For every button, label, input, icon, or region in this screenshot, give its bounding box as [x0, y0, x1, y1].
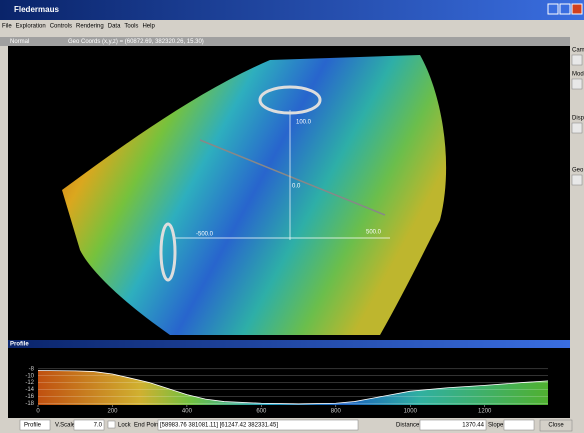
- profile-title-bar: [8, 340, 570, 348]
- close-window-button[interactable]: [571, 3, 583, 15]
- side-label: Camera: [572, 48, 584, 54]
- profile-chart: -8-10-12-14-16-180 200 400 600 800 1000 1200: [25, 366, 549, 415]
- x-tick-label: 1200: [478, 409, 492, 415]
- scene-labels: 100.0 0.0 -500.0 500.0: [196, 120, 382, 238]
- coords-label: Geo Coords (x,y,z) = (60872.69, 382320.2…: [68, 39, 204, 45]
- menu-item[interactable]: File: [2, 24, 12, 30]
- menu-item[interactable]: Rendering: [76, 24, 104, 30]
- rotation-ring[interactable]: [258, 85, 322, 115]
- mode-dropdown[interactable]: [19, 419, 51, 431]
- x-tick-label: 1000: [404, 409, 418, 415]
- profile-title: Profile: [10, 342, 29, 348]
- tool-button[interactable]: [571, 122, 583, 134]
- x-tick-label: 800: [331, 409, 342, 415]
- x-tick-label: 400: [182, 409, 193, 415]
- profile-line: [199, 139, 386, 216]
- scene-axis-label: 500.0: [366, 230, 382, 236]
- menu-bar: File Exploration Controls Rendering Data Tool…: [2, 24, 155, 30]
- slope-field: [503, 419, 535, 431]
- side-label: Mode: [572, 72, 584, 78]
- close-label: Close: [548, 423, 564, 429]
- profile-fill: [38, 370, 548, 405]
- y-tick-label: -10: [25, 373, 34, 379]
- maximize-button[interactable]: [559, 3, 571, 15]
- status-strip: [0, 37, 570, 46]
- endpoints-value: [58983.76 381081.11] [61247.42 382331.45…: [160, 423, 278, 429]
- label: V.Scale:: [55, 423, 77, 429]
- distance-field: [419, 419, 487, 431]
- tilt-ring[interactable]: [159, 222, 177, 282]
- title-bar: [0, 0, 584, 20]
- side-labels: Camera Mode Display Geo: [571, 48, 584, 186]
- bottom-bar: Profile V.Scale: 7.0 Lock End Points:[58983.…: [19, 419, 573, 432]
- tool-button[interactable]: [571, 78, 583, 90]
- tool-button[interactable]: [571, 54, 583, 66]
- scene-axis-label: -500.0: [196, 232, 214, 238]
- menu-item[interactable]: Controls: [50, 24, 72, 30]
- label: Slope:: [488, 423, 505, 429]
- label: End Points:: [134, 423, 165, 429]
- terrain-surface: [62, 55, 447, 335]
- lock-checkbox[interactable]: [107, 420, 116, 429]
- mode-label: Normal: [10, 39, 29, 45]
- side-label: Geo: [572, 168, 584, 174]
- y-tick-label: -12: [25, 380, 34, 386]
- endpoints-field: [157, 419, 359, 431]
- tool-button[interactable]: [571, 174, 583, 186]
- side-label: Display: [572, 116, 584, 122]
- menu-item[interactable]: Data: [108, 24, 121, 30]
- menu-item[interactable]: Help: [142, 24, 155, 30]
- distance-value: 1370.44: [462, 423, 484, 429]
- x-tick-label: 0: [36, 409, 40, 415]
- vscale-input[interactable]: [73, 419, 105, 431]
- profile-curve: [37, 370, 549, 405]
- label: Lock: [118, 423, 132, 429]
- y-tick-label: -14: [25, 387, 34, 393]
- window-title: Fledermaus: [14, 5, 59, 14]
- close-button[interactable]: [539, 419, 573, 432]
- vscale-value: 7.0: [94, 423, 103, 429]
- label: Distance:: [396, 423, 421, 429]
- x-tick-label: 200: [107, 409, 118, 415]
- y-tick-label: -16: [25, 394, 34, 400]
- menu-item[interactable]: Tools: [124, 24, 138, 30]
- scene-axis-label: 0.0: [292, 184, 301, 190]
- minimize-button[interactable]: [547, 3, 559, 15]
- side-panel: [570, 37, 584, 337]
- y-tick-label: -8: [29, 366, 35, 372]
- mode-select: Profile: [24, 423, 42, 429]
- y-tick-label: -18: [25, 401, 34, 407]
- x-tick-label: 600: [256, 409, 267, 415]
- menu-item[interactable]: Exploration: [16, 24, 46, 30]
- scene-axis-label: 100.0: [296, 120, 312, 126]
